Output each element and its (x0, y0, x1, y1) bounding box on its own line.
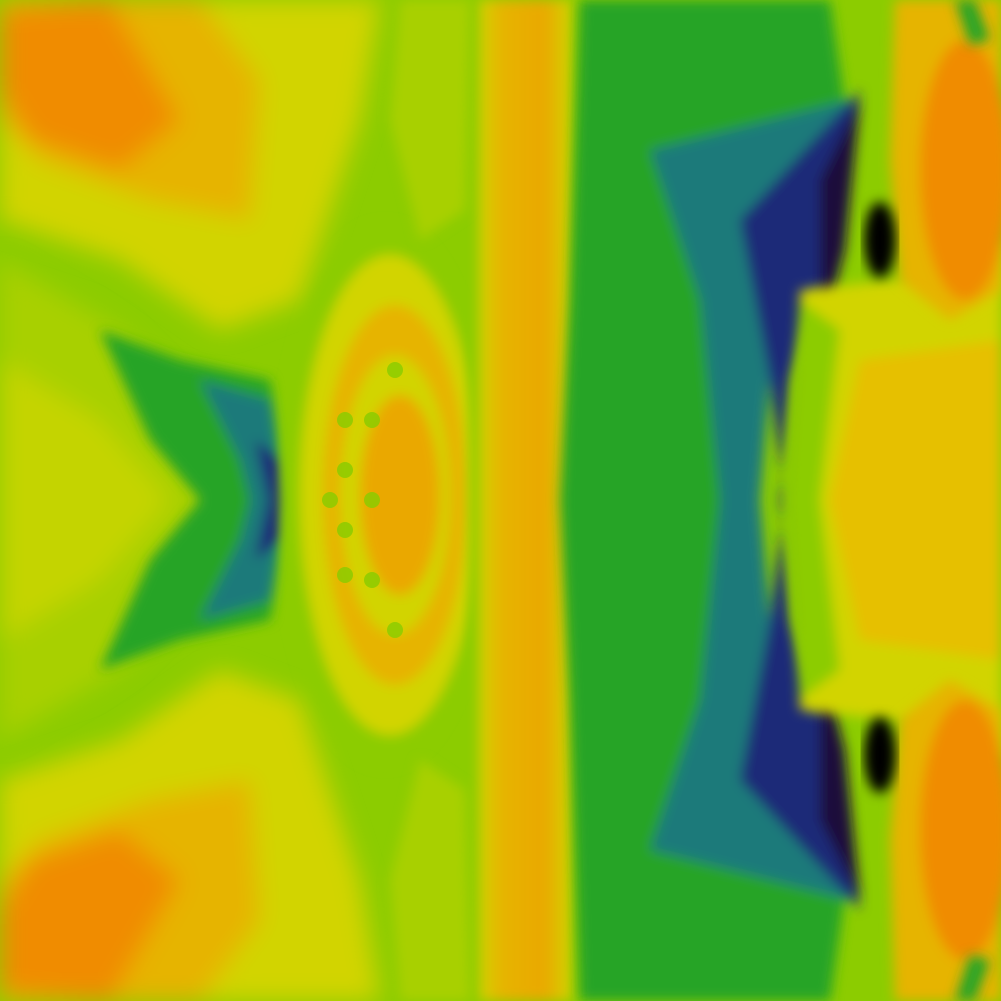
corner-stripes (390, 0, 990, 1001)
vertical-column (470, 0, 572, 1001)
black-spots (864, 202, 896, 793)
right-fan (785, 240, 1001, 760)
left-mid-wedge (0, 260, 250, 740)
lens-dots (322, 362, 403, 638)
central-lens (280, 225, 490, 765)
right-lower-lobe (890, 680, 1001, 1001)
left-dark-notch (100, 330, 290, 670)
right-crescent (560, 0, 860, 1001)
left-lower-fan (0, 670, 380, 1001)
left-upper-fan (0, 0, 380, 330)
right-upper-lobe (890, 0, 1001, 320)
